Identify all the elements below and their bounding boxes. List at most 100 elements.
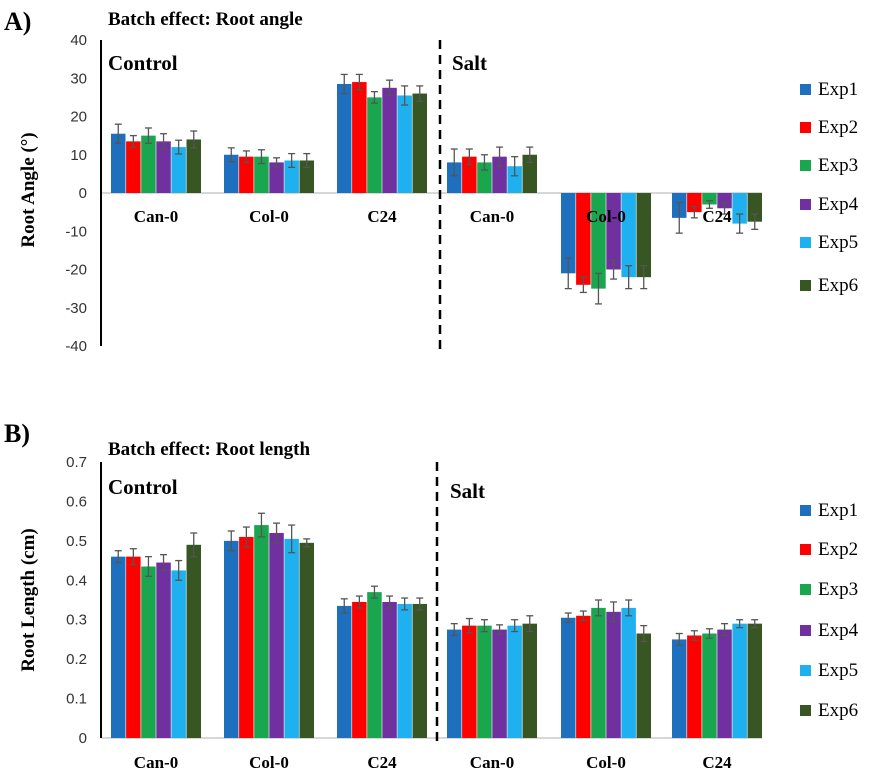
category-labels: Can-0 Col-0 C24 Can-0 Col-0 C24 <box>134 753 732 772</box>
category-labels: Can-0 Col-0 C24 Can-0 Col-0 C24 <box>134 207 732 226</box>
error-bar <box>480 154 488 171</box>
error-bar <box>625 599 633 617</box>
bars <box>101 82 762 289</box>
bar-exp4-can-0 <box>156 141 171 193</box>
error-bar <box>129 134 137 148</box>
error-bar <box>273 522 281 544</box>
legend: Exp1 Exp2 Exp3 Exp4 Exp5 Exp6 <box>800 79 859 296</box>
bar-exp4-c24 <box>382 601 397 738</box>
bar-exp3-c24 <box>367 592 382 738</box>
bar-exp1-col-0 <box>224 154 239 193</box>
y-tick-label: 0.4 <box>66 572 87 589</box>
y-axis-label: Root Length (cm) <box>18 528 39 672</box>
y-tick-label: 10 <box>70 147 87 164</box>
legend-label: Exp2 <box>818 117 858 138</box>
error-bar <box>242 150 250 164</box>
error-bars <box>114 73 759 305</box>
section-label-salt: Salt <box>450 479 485 503</box>
y-axis-label: Root Angle (°) <box>18 132 39 247</box>
bar-exp3-can-0 <box>477 625 492 738</box>
error-bar <box>242 526 250 548</box>
y-tick-label: 0 <box>79 185 87 202</box>
error-bar <box>160 133 168 150</box>
legend-item-exp3: Exp3 <box>800 579 858 600</box>
legend-label: Exp5 <box>818 660 858 681</box>
legend-label: Exp3 <box>818 155 858 176</box>
category-label: Can-0 <box>470 753 514 772</box>
bar-exp6-c24 <box>412 603 427 738</box>
bar-exp5-can-0 <box>171 570 186 738</box>
y-tick-label: 0 <box>79 730 87 747</box>
error-bar <box>594 599 602 617</box>
category-label: Can-0 <box>134 753 178 772</box>
bar-exp5-can-0 <box>507 166 522 193</box>
category-label: Col-0 <box>249 753 289 772</box>
bar-exp2-col-0 <box>576 193 591 285</box>
error-bar <box>721 201 729 215</box>
y-tick-label: -40 <box>65 338 87 355</box>
bar-exp1-c24 <box>337 83 352 193</box>
section-label-control: Control <box>108 51 178 75</box>
category-label: Can-0 <box>470 207 514 226</box>
section-label-salt: Salt <box>452 51 487 75</box>
bar-exp5-col-0 <box>284 538 299 738</box>
error-bar <box>751 619 759 629</box>
category-label: C24 <box>367 207 397 226</box>
error-bar <box>355 73 363 91</box>
legend-swatch <box>800 625 811 636</box>
error-bar <box>526 146 534 164</box>
bar-exp1-col-0 <box>561 193 576 274</box>
error-bar <box>625 265 633 290</box>
bar-exp5-col-0 <box>621 607 636 738</box>
bar-exp1-can-0 <box>111 556 126 738</box>
error-bar <box>227 147 235 163</box>
error-bar <box>511 156 519 177</box>
bar-exp6-can-0 <box>186 139 201 193</box>
legend-item-exp6: Exp6 <box>800 700 858 721</box>
bar-exp4-col-0 <box>606 193 621 270</box>
legend-swatch <box>800 544 811 555</box>
bar-exp2-can-0 <box>462 625 477 738</box>
error-bar <box>303 152 311 169</box>
error-bar <box>480 619 488 633</box>
legend-item-exp5: Exp5 <box>800 232 858 253</box>
legend-label: Exp2 <box>818 539 858 560</box>
error-bar <box>129 548 137 566</box>
error-bar <box>610 601 618 623</box>
bar-exp2-c24 <box>687 193 702 213</box>
bar-exp3-col-0 <box>591 193 606 289</box>
chart-title: Batch effect: Root angle <box>108 9 303 30</box>
y-tick-label: 0.7 <box>66 454 87 471</box>
panel-b-root-length: B) Batch effect: Root length Root Length… <box>4 419 859 772</box>
bar-exp2-col-0 <box>239 156 254 193</box>
error-bar <box>496 624 504 635</box>
legend-label: Exp1 <box>818 79 858 100</box>
bar-exp6-col-0 <box>636 193 651 278</box>
bar-exp5-can-0 <box>171 147 186 193</box>
error-bar <box>594 272 602 305</box>
bar-exp2-can-0 <box>462 156 477 193</box>
bar-exp1-c24 <box>672 639 687 738</box>
legend-label: Exp1 <box>818 500 858 521</box>
error-bar <box>736 619 744 629</box>
y-tick-label: 0.3 <box>66 612 87 629</box>
error-bar <box>257 149 265 165</box>
legend-item-exp1: Exp1 <box>800 500 858 521</box>
y-tick-label: 40 <box>70 32 87 49</box>
bar-exp6-can-0 <box>522 154 537 193</box>
legend-item-exp4: Exp4 <box>800 194 859 215</box>
error-bar <box>705 628 713 639</box>
error-bar <box>465 148 473 165</box>
bar-exp3-col-0 <box>591 607 606 738</box>
bar-exp6-can-0 <box>522 623 537 738</box>
legend-item-exp3: Exp3 <box>800 155 858 176</box>
bar-exp5-col-0 <box>284 160 299 193</box>
error-bar <box>288 524 296 554</box>
error-bar <box>175 139 183 155</box>
bar-exp6-c24 <box>747 623 762 738</box>
error-bar <box>401 85 409 106</box>
legend-swatch <box>800 84 811 95</box>
legend-label: Exp6 <box>818 700 858 721</box>
y-ticks: 40 30 20 10 0 -10 -20 -30 -40 <box>65 32 87 355</box>
category-label: Col-0 <box>586 753 626 772</box>
